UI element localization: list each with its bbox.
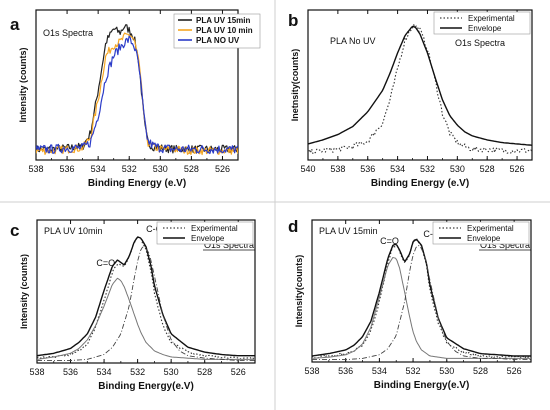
panel-letter: d xyxy=(288,217,298,236)
panel-d: d 538 536 534 532 530 528 526 Binding Energy(e.V… xyxy=(288,217,532,391)
x-tick-label: 528 xyxy=(480,164,495,174)
plot-frame xyxy=(36,219,256,364)
series-line-c-o-component xyxy=(37,245,255,362)
x-axis-label: Binding Energy(e.V) xyxy=(98,381,194,392)
legend-label: PLA UV 15min xyxy=(196,16,250,25)
x-tick-label: 538 xyxy=(330,164,345,174)
legend-label: Experimental xyxy=(467,224,514,233)
x-tick-label: 538 xyxy=(29,367,44,377)
panel-title: PLA UV 10min xyxy=(44,226,103,236)
x-tick-label: 526 xyxy=(507,366,522,376)
x-tick-label: 528 xyxy=(473,366,488,376)
x-tick-label: 538 xyxy=(304,366,319,376)
y-axis-label: Intensity (counts) xyxy=(18,47,28,122)
x-tick-label: 530 xyxy=(450,164,465,174)
panel-title: PLA UV 15min xyxy=(319,226,378,236)
legend-label: Envelope xyxy=(468,24,502,33)
x-tick-label: 536 xyxy=(63,367,78,377)
x-tick-label: 532 xyxy=(130,367,145,377)
spectra-annotation: O1s Spectra xyxy=(43,28,93,38)
peak-label: C-O xyxy=(423,229,440,239)
x-tick-label: 528 xyxy=(197,367,212,377)
spectra-annotation: O1s Spectra xyxy=(480,240,530,250)
x-tick-label: 526 xyxy=(510,164,525,174)
x-tick-label: 530 xyxy=(164,367,179,377)
peak-label: C=O xyxy=(380,236,399,246)
series-line-envelope xyxy=(312,238,531,357)
series-line-c-o-component xyxy=(312,245,531,361)
x-tick-label: 536 xyxy=(360,164,375,174)
x-tick-label: 534 xyxy=(390,164,405,174)
x-tick-label: 534 xyxy=(97,367,112,377)
panel-a: a 538 536 534 532 530 528 526 Binding Energy (e.… xyxy=(10,9,261,189)
series-line-envelope xyxy=(308,25,532,146)
x-tick-label: 534 xyxy=(372,366,387,376)
x-tick-label: 532 xyxy=(406,366,421,376)
legend-label: Envelope xyxy=(191,234,225,243)
series-group xyxy=(308,24,532,155)
x-tick-label: 532 xyxy=(420,164,435,174)
series-group xyxy=(312,238,531,361)
x-tick-label: 540 xyxy=(300,164,315,174)
plot-frame xyxy=(307,9,533,161)
series-line-pla-no-uv xyxy=(36,35,238,155)
x-axis-label: Binding Energy (e.V) xyxy=(88,178,186,189)
x-tick-label: 528 xyxy=(184,164,199,174)
series-line-experimental xyxy=(308,24,532,155)
series-group xyxy=(36,24,238,156)
peak-label: C=O xyxy=(96,258,115,268)
x-tick-label: 530 xyxy=(439,366,454,376)
x-tick-label: 526 xyxy=(231,367,246,377)
x-tick-label: 526 xyxy=(215,164,230,174)
series-line-pla-uv-10-min xyxy=(36,32,238,156)
series-line-experimental xyxy=(312,238,531,359)
legend-label: PLA NO UV xyxy=(196,36,240,45)
panel-letter: a xyxy=(10,15,20,34)
panel-b: b 540 538 536 534 532 530 528 526 Binding Energy … xyxy=(288,9,533,189)
plot-frame xyxy=(311,219,532,363)
legend-label: PLA UV 10 min xyxy=(196,26,253,35)
panel-title: PLA No UV xyxy=(330,36,376,46)
x-tick-label: 530 xyxy=(153,164,168,174)
series-line-c-o-component xyxy=(312,257,531,359)
spectra-annotation: O1s Spectra xyxy=(455,38,505,48)
legend-label: Experimental xyxy=(468,14,515,23)
y-axis-label: Intensity(counts) xyxy=(294,255,304,328)
plot-frame xyxy=(35,9,239,161)
x-tick-label: 538 xyxy=(28,164,43,174)
y-axis-label: Intensity (counts) xyxy=(19,254,29,329)
x-tick-label: 536 xyxy=(338,366,353,376)
panel-c: c 538 536 534 532 530 528 526 Binding Energy(e.V… xyxy=(10,219,256,392)
series-line-experimental xyxy=(37,236,255,360)
legend-label: Experimental xyxy=(191,224,238,233)
series-line-c-o-component xyxy=(37,277,255,360)
x-tick-label: 534 xyxy=(91,164,106,174)
y-axis-label: Inetnsity(counts) xyxy=(290,49,300,122)
peak-label: C-O xyxy=(146,224,163,234)
x-axis-label: Binding Energy(e.V) xyxy=(374,380,470,391)
legend-label: Envelope xyxy=(467,234,501,243)
series-line-envelope xyxy=(37,236,255,357)
panel-letter: b xyxy=(288,11,298,30)
x-axis-label: Binding Energy (e.V) xyxy=(371,178,469,189)
x-tick-label: 532 xyxy=(122,164,137,174)
x-tick-label: 536 xyxy=(60,164,75,174)
panel-letter: c xyxy=(10,221,19,240)
series-group xyxy=(37,236,255,362)
spectra-annotation: O1s Spectra xyxy=(204,240,254,250)
